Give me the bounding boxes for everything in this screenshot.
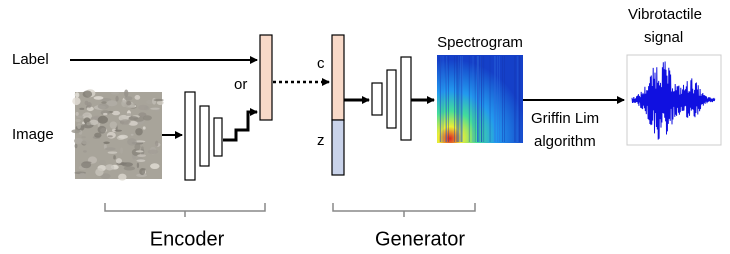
or-text: or xyxy=(234,76,247,93)
speckle xyxy=(135,128,143,135)
griffin-lim-text: Griffin Lim xyxy=(531,110,599,127)
speckle xyxy=(98,104,109,110)
speckle xyxy=(75,119,81,122)
output-text: signal xyxy=(644,29,683,46)
speckle xyxy=(131,134,134,136)
speckle xyxy=(137,154,146,157)
speckle xyxy=(77,123,81,129)
speckle xyxy=(71,129,80,133)
speckle xyxy=(94,96,104,100)
speckle xyxy=(154,99,164,101)
output-text: Vibrotactile xyxy=(628,6,702,23)
speckle xyxy=(108,135,113,137)
speckle xyxy=(124,89,128,97)
encoder-label: Encoder xyxy=(150,228,225,250)
speckle xyxy=(79,108,84,110)
speckle xyxy=(139,168,145,175)
speckle xyxy=(126,101,131,106)
speckle xyxy=(148,149,159,153)
speckle xyxy=(146,100,153,105)
speckle xyxy=(94,133,101,138)
speckle xyxy=(127,138,137,145)
encoder-layer xyxy=(185,92,195,180)
speckle xyxy=(135,95,141,100)
speckle xyxy=(82,140,90,145)
speckle xyxy=(86,122,91,125)
c-text: c xyxy=(317,55,325,72)
speckle xyxy=(116,158,122,163)
speckle xyxy=(110,121,117,128)
speckle xyxy=(126,113,132,116)
speckle xyxy=(124,166,135,170)
page: Label Image or c z Spectrogram Griffin L… xyxy=(0,0,730,254)
spectrogram-image xyxy=(437,55,523,143)
z-vector xyxy=(332,120,344,175)
encoder-layer xyxy=(214,118,222,156)
speckle xyxy=(114,130,121,132)
speckle xyxy=(121,162,133,166)
speckle xyxy=(120,147,123,153)
speckle xyxy=(137,163,139,168)
speckle xyxy=(113,155,116,159)
speckle xyxy=(83,150,87,152)
c-vector xyxy=(332,35,344,120)
spectrogram-text: Spectrogram xyxy=(437,34,523,51)
z-text: z xyxy=(317,132,325,149)
generator-layer xyxy=(401,57,411,140)
speckle xyxy=(77,116,84,118)
speckle xyxy=(79,173,87,179)
label-text: Label xyxy=(12,51,49,68)
speckle xyxy=(107,132,116,139)
speckle xyxy=(83,161,92,163)
speckle xyxy=(72,97,80,105)
speckle xyxy=(136,159,145,162)
speckle xyxy=(118,174,126,181)
speckle xyxy=(105,164,114,170)
speckle xyxy=(143,115,152,120)
arrow xyxy=(223,112,257,140)
speckle xyxy=(150,108,160,110)
speckle xyxy=(75,144,78,148)
generator-brace xyxy=(333,203,475,217)
speckle xyxy=(99,160,106,165)
generator-label: Generator xyxy=(375,228,465,250)
generator-layer xyxy=(372,83,382,115)
speckle xyxy=(98,116,108,124)
speckle xyxy=(103,142,109,145)
speckle xyxy=(81,136,85,138)
speckle xyxy=(103,113,107,115)
speckle xyxy=(138,105,148,110)
speckle xyxy=(118,135,128,139)
speckle xyxy=(155,141,158,147)
speckle xyxy=(115,96,118,102)
speckle xyxy=(95,168,103,176)
speckle xyxy=(136,150,144,152)
condition-vector xyxy=(260,35,272,120)
speckle xyxy=(124,96,132,100)
griffin-lim-text: algorithm xyxy=(534,133,596,150)
speckle xyxy=(83,113,90,116)
speckle xyxy=(105,147,116,150)
speckle xyxy=(83,90,92,97)
encoder-layer xyxy=(200,106,209,166)
speckle xyxy=(98,126,107,134)
speckle xyxy=(75,92,79,97)
speckle xyxy=(87,102,92,108)
speckle xyxy=(76,112,79,116)
generator-layer xyxy=(387,70,396,128)
speckle xyxy=(108,151,118,154)
speckle xyxy=(101,101,106,104)
speckle xyxy=(143,126,146,129)
speckle xyxy=(152,98,156,105)
speckle xyxy=(120,119,131,124)
texture-image xyxy=(71,89,163,180)
diagram: Label Image or c z Spectrogram Griffin L… xyxy=(0,0,730,254)
encoder-brace xyxy=(105,203,265,217)
speckle xyxy=(112,111,120,115)
speckle xyxy=(111,92,119,95)
image-text: Image xyxy=(12,126,54,143)
speckle xyxy=(150,163,159,169)
speckle xyxy=(128,116,138,120)
